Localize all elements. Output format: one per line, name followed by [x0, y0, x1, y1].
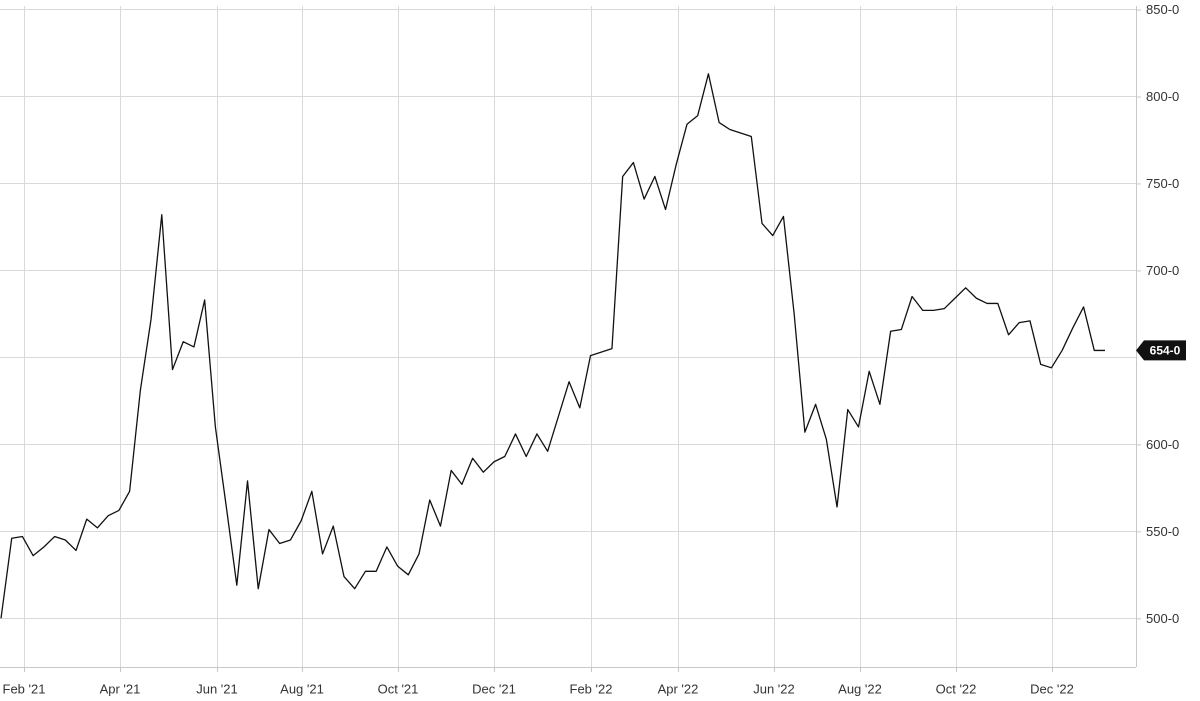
last-value-badge — [1136, 340, 1186, 361]
y-tick-label: 600-0 — [1146, 437, 1179, 452]
x-tick-label: Dec '21 — [472, 682, 516, 697]
y-tick-label: 550-0 — [1146, 524, 1179, 539]
x-axis-ticks: Feb '21 Apr '21 Jun '21 Aug '21 Oct '21 Dec '… — [3, 667, 1074, 697]
x-tick-label: Oct '21 — [378, 682, 419, 697]
x-tick-label: Apr '21 — [100, 682, 141, 697]
y-tick-label: 700-0 — [1146, 263, 1179, 278]
x-tick-label: Dec '22 — [1030, 682, 1074, 697]
x-tick-label: Aug '22 — [838, 682, 882, 697]
series-line — [0, 73, 1105, 619]
y-axis-ticks: 850-0 800-0 750-0 700-0 600-0 550-0 500-0 — [1136, 2, 1179, 626]
x-tick-label: Oct '22 — [936, 682, 977, 697]
x-tick-label: Aug '21 — [280, 682, 324, 697]
grid — [0, 6, 1136, 667]
x-tick-label: Jun '22 — [753, 682, 795, 697]
axes — [0, 6, 1137, 668]
y-tick-label: 850-0 — [1146, 2, 1179, 17]
x-tick-label: Feb '22 — [570, 682, 613, 697]
y-tick-label: 800-0 — [1146, 89, 1179, 104]
y-tick-label: 500-0 — [1146, 611, 1179, 626]
x-tick-label: Jun '21 — [196, 682, 238, 697]
x-tick-label: Feb '21 — [3, 682, 46, 697]
last-value-label: 654-0 — [1150, 343, 1181, 357]
series-group — [0, 73, 1105, 619]
last-value-marker: 654-0 — [1136, 340, 1186, 361]
y-tick-label: 750-0 — [1146, 176, 1179, 191]
x-tick-label: Apr '22 — [658, 682, 699, 697]
